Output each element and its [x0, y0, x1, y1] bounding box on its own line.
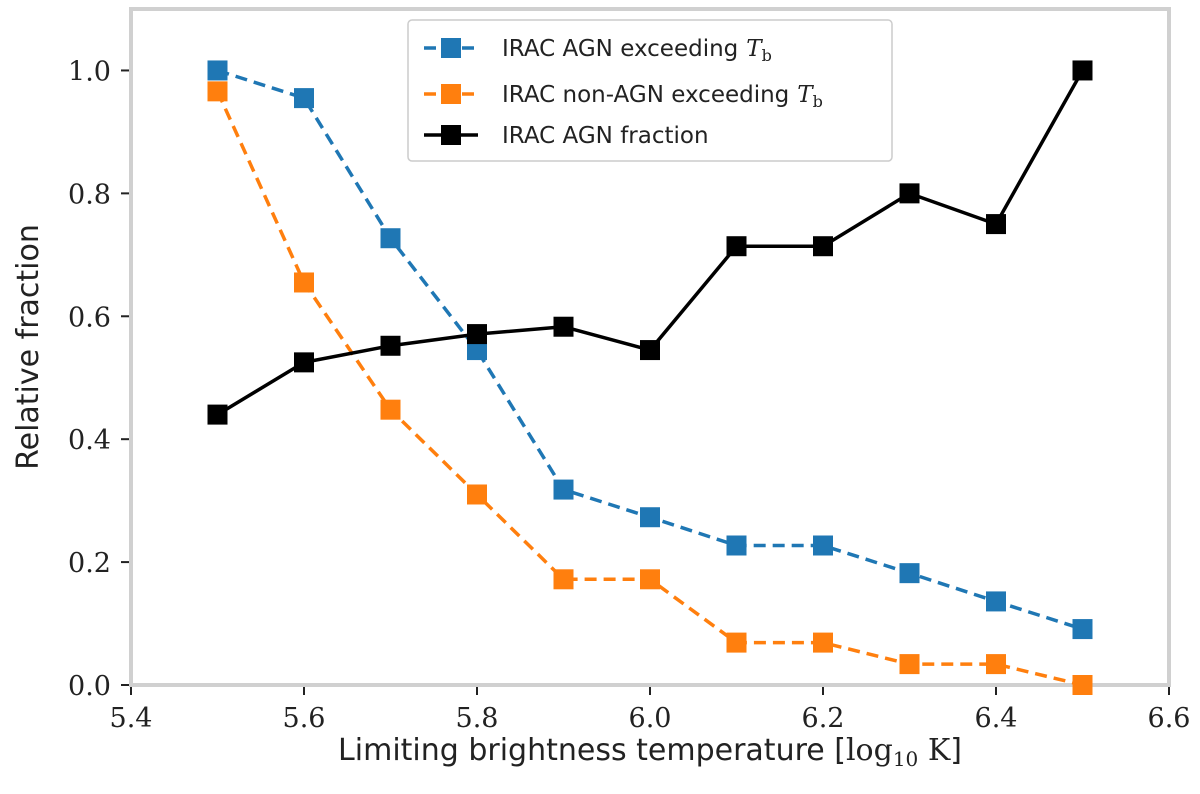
- data-point: [467, 340, 487, 361]
- y-tick-label: 0.4: [68, 425, 111, 456]
- data-point: [813, 535, 833, 556]
- data-point: [380, 335, 401, 356]
- y-axis-label: Relative fraction: [11, 224, 46, 470]
- legend-label-sub: b: [813, 92, 823, 111]
- data-point: [207, 81, 228, 102]
- y-tick-label: 0.6: [68, 302, 111, 333]
- data-point: [899, 654, 920, 675]
- data-point: [640, 340, 660, 361]
- data-point: [986, 591, 1006, 612]
- x-tick-label: 6.6: [1148, 703, 1191, 734]
- x-axis: 5.4 5.6 5.8 6.0 6.2 6.4 6.6: [110, 687, 1191, 734]
- legend-label-text: IRAC AGN exceeding: [502, 36, 738, 62]
- data-point: [294, 352, 314, 373]
- data-point: [813, 236, 833, 257]
- x-axis-label-text: Limiting brightness temperature [: [338, 733, 846, 768]
- data-point: [1072, 60, 1093, 81]
- x-tick-label: 6.2: [802, 703, 845, 734]
- y-tick-label: 0.8: [68, 179, 111, 210]
- legend-marker: [441, 125, 461, 145]
- legend-label-sub: b: [762, 46, 772, 65]
- data-point: [467, 324, 487, 345]
- x-tick-label: 5.4: [110, 703, 153, 734]
- y-axis: 0.0 0.2 0.4 0.6 0.8 1.0: [68, 56, 129, 702]
- data-point: [380, 228, 401, 249]
- data-point: [207, 60, 228, 81]
- data-point: [726, 236, 747, 257]
- y-tick-label: 0.0: [68, 671, 111, 702]
- data-point: [1072, 675, 1093, 695]
- legend-label-text: IRAC non-AGN exceeding: [502, 82, 789, 108]
- data-point: [899, 563, 920, 584]
- x-axis-label: Limiting brightness temperature [log10 K…: [338, 733, 962, 771]
- data-point: [553, 569, 574, 590]
- x-axis-label-log: log: [846, 733, 893, 768]
- data-point: [986, 654, 1006, 675]
- x-tick-label: 6.0: [629, 703, 672, 734]
- legend-entry: IRAC non-AGN exceeding Tb: [424, 82, 823, 111]
- data-point: [207, 404, 228, 425]
- legend-label: IRAC AGN fraction: [502, 123, 709, 149]
- legend-label: IRAC AGN exceeding Tb: [502, 36, 772, 65]
- x-axis-label-unit: K: [918, 733, 951, 768]
- x-tick-label: 5.6: [283, 703, 326, 734]
- data-point: [726, 535, 747, 556]
- data-point: [813, 632, 833, 653]
- data-point: [380, 399, 401, 420]
- series-1: [207, 60, 1093, 640]
- data-point: [640, 569, 660, 590]
- legend-entry: IRAC AGN fraction: [424, 123, 709, 149]
- series-2: [207, 81, 1093, 695]
- data-point: [294, 272, 314, 293]
- data-point: [553, 479, 574, 500]
- legend-label-math: T: [797, 82, 814, 108]
- data-point: [899, 183, 920, 204]
- legend-label-text: IRAC AGN fraction: [502, 123, 709, 149]
- data-point: [986, 214, 1006, 235]
- x-axis-label-suffix: ]: [950, 733, 962, 768]
- legend-box: [407, 19, 893, 162]
- legend-entry: IRAC AGN exceeding Tb: [424, 36, 772, 65]
- y-tick-label: 0.2: [68, 548, 111, 579]
- legend-label-math: T: [746, 36, 763, 62]
- legend-marker: [441, 38, 461, 58]
- series-layer: [207, 60, 1093, 695]
- y-tick-label: 1.0: [68, 56, 111, 87]
- data-point: [640, 507, 660, 528]
- x-axis-label-sub: 10: [893, 747, 918, 771]
- data-point: [467, 484, 487, 505]
- data-point: [294, 88, 314, 109]
- x-tick-label: 5.8: [456, 703, 499, 734]
- x-tick-label: 6.4: [975, 703, 1018, 734]
- series-3: [207, 60, 1093, 425]
- data-point: [726, 632, 747, 653]
- data-point: [1072, 619, 1093, 640]
- legend-marker: [441, 84, 461, 104]
- legend-label: IRAC non-AGN exceeding Tb: [502, 82, 823, 111]
- data-point: [553, 316, 574, 337]
